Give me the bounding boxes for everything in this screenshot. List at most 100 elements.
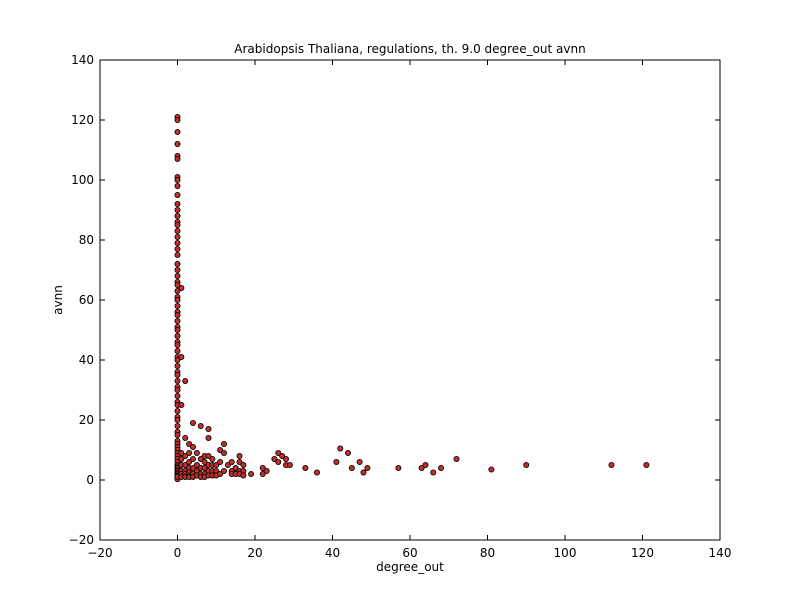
data-point (213, 461, 220, 468)
data-point (259, 464, 266, 471)
data-point (228, 458, 235, 465)
data-point (220, 449, 227, 456)
data-point (174, 296, 181, 303)
data-point (364, 464, 371, 471)
x-tick-label: 40 (325, 546, 340, 560)
data-point (240, 472, 247, 479)
data-point (248, 470, 255, 477)
data-point (422, 461, 429, 468)
data-point (174, 356, 181, 363)
data-point (643, 461, 650, 468)
axis-ticks: −20 0 20 40 60 80 100 120 140 −20 0 20 40 60 80 100 120 1… (69, 53, 732, 560)
data-point (197, 422, 204, 429)
data-points (174, 114, 650, 483)
data-point (236, 452, 243, 459)
data-point (193, 449, 200, 456)
data-point (201, 458, 208, 465)
data-point (217, 470, 224, 477)
y-tick-label: 120 (71, 113, 94, 127)
data-point (182, 452, 189, 459)
data-point (174, 302, 181, 309)
data-point (174, 332, 181, 339)
data-point (189, 443, 196, 450)
y-tick-label: −20 (69, 533, 94, 547)
data-point (174, 386, 181, 393)
data-point (174, 347, 181, 354)
data-point (286, 461, 293, 468)
data-point (174, 212, 181, 219)
data-point (178, 284, 185, 291)
data-point (174, 117, 181, 124)
data-point (337, 445, 344, 452)
data-point (360, 469, 367, 476)
data-point (217, 458, 224, 465)
data-point (282, 455, 289, 462)
y-tick-label: 80 (79, 233, 94, 247)
x-tick-label: 20 (247, 546, 262, 560)
x-tick-label: 120 (631, 546, 654, 560)
x-tick-label: 60 (402, 546, 417, 560)
data-point (279, 452, 286, 459)
data-point (182, 461, 189, 468)
data-point (201, 464, 208, 471)
data-point (174, 422, 181, 429)
data-point (174, 431, 181, 438)
data-point (220, 467, 227, 474)
data-point (174, 233, 181, 240)
data-point (186, 458, 193, 465)
data-point (197, 455, 204, 462)
x-tick-label: 100 (554, 546, 577, 560)
data-point (174, 416, 181, 423)
data-point (418, 464, 425, 471)
data-point (344, 449, 351, 456)
data-point (178, 455, 185, 462)
x-tick-label: 0 (174, 546, 182, 560)
y-tick-label: 100 (71, 173, 94, 187)
data-point (174, 227, 181, 234)
data-point (220, 440, 227, 447)
data-point (174, 377, 181, 384)
data-point (178, 353, 185, 360)
data-point (302, 464, 309, 471)
data-point (205, 425, 212, 432)
x-tick-label: 140 (709, 546, 732, 560)
data-point (186, 440, 193, 447)
data-point (259, 470, 266, 477)
data-point (174, 371, 181, 378)
data-point (186, 449, 193, 456)
data-point (232, 464, 239, 471)
data-point (174, 155, 181, 162)
data-point (174, 239, 181, 246)
x-axis-title: degree_out (376, 560, 444, 574)
data-point (174, 326, 181, 333)
data-point (348, 464, 355, 471)
data-point (174, 182, 181, 189)
data-point (437, 464, 444, 471)
x-tick-label: 80 (480, 546, 495, 560)
data-point (205, 452, 212, 459)
data-point (205, 434, 212, 441)
y-tick-label: 0 (86, 473, 94, 487)
data-point (174, 200, 181, 207)
data-point (174, 176, 181, 183)
data-point (217, 446, 224, 453)
data-point (209, 455, 216, 462)
data-point (182, 377, 189, 384)
y-axis-title: avnn (51, 285, 65, 315)
data-point (174, 206, 181, 213)
data-point (275, 458, 282, 465)
data-point (174, 341, 181, 348)
data-point (275, 449, 282, 456)
data-point (313, 469, 320, 476)
data-point (174, 407, 181, 414)
data-point (193, 461, 200, 468)
data-point (430, 469, 437, 476)
data-point (263, 467, 270, 474)
data-point (189, 419, 196, 426)
x-tick-label: −20 (87, 546, 112, 560)
data-point (333, 458, 340, 465)
data-point (189, 464, 196, 471)
data-point (174, 392, 181, 399)
data-point (174, 281, 181, 288)
